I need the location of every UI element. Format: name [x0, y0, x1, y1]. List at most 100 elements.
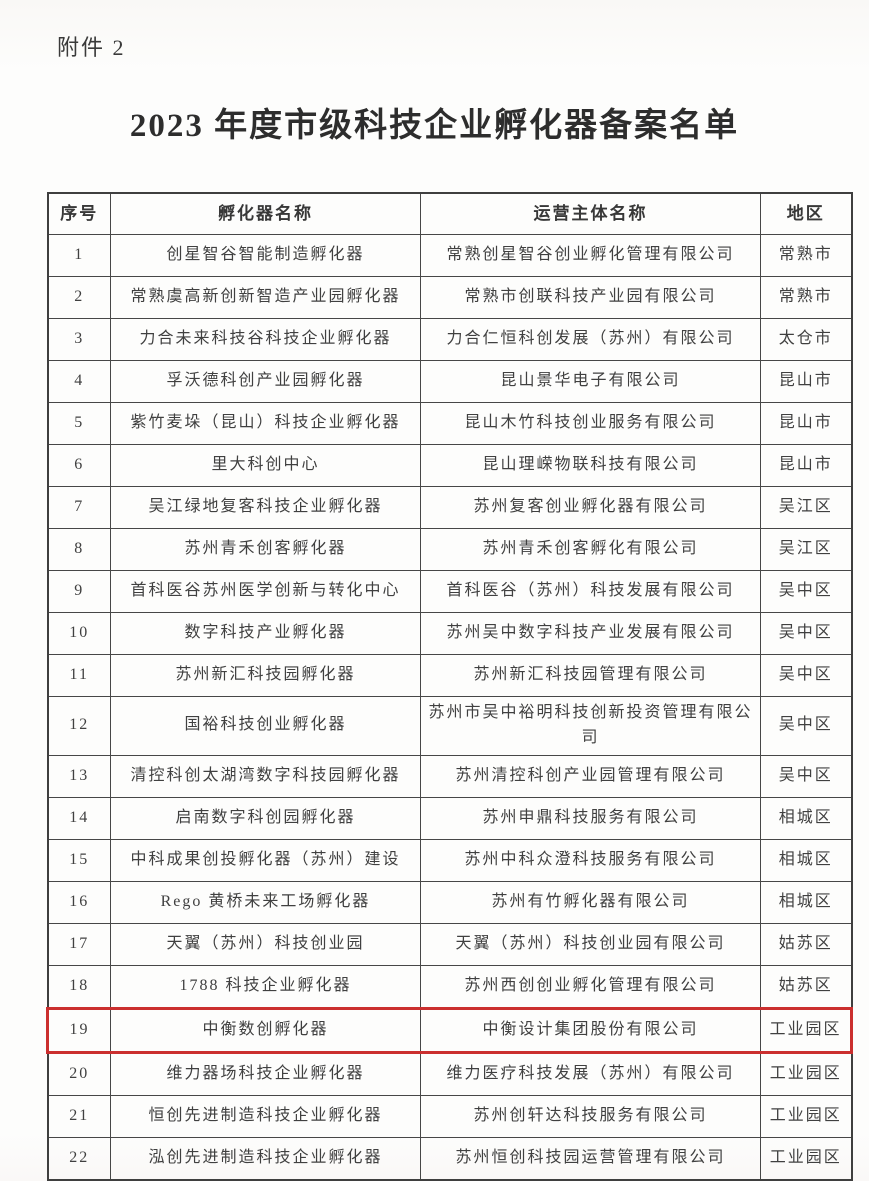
incubator-name-cell: 泓创先进制造科技企业孵化器	[110, 1136, 421, 1181]
operator-name-cell: 苏州中科众澄科技服务有限公司	[420, 838, 761, 882]
row-no-cell: 16	[47, 880, 111, 924]
region-cell: 吴中区	[760, 696, 852, 756]
incubator-name-cell: 维力器场科技企业孵化器	[110, 1051, 421, 1096]
highlighted-row: 19 中衡数创孵化器 中衡设计集团股份有限公司 工业园区	[46, 1006, 853, 1054]
table-row: 8 苏州青禾创客孵化器 苏州青禾创客孵化有限公司 吴江区	[47, 528, 852, 571]
table-row: 18 1788 科技企业孵化器 苏州西创创业孵化管理有限公司 姑苏区	[47, 964, 852, 1009]
table-row: 12 国裕科技创业孵化器 苏州市吴中裕明科技创新投资管理有限公司 吴中区	[47, 696, 852, 756]
attachment-label: 附件 2	[57, 35, 126, 60]
incubator-name-cell: 创星智谷智能制造孵化器	[110, 234, 421, 277]
row-no-cell: 4	[47, 360, 111, 403]
table-row: 15 中科成果创投孵化器（苏州）建设 苏州中科众澄科技服务有限公司 相城区	[47, 838, 852, 882]
incubator-name-cell: 中科成果创投孵化器（苏州）建设	[110, 838, 421, 882]
incubator-name-cell: 清控科创太湖湾数字科技园孵化器	[110, 754, 421, 798]
operator-name-cell: 苏州申鼎科技服务有限公司	[420, 796, 761, 840]
incubator-name-cell: 苏州新汇科技园孵化器	[110, 654, 421, 697]
operator-name-cell: 昆山木竹科技创业服务有限公司	[420, 402, 761, 445]
header-region: 地区	[760, 192, 852, 235]
table-row: 5 紫竹麦垛（昆山）科技企业孵化器 昆山木竹科技创业服务有限公司 昆山市	[47, 402, 852, 445]
incubator-name-cell: 吴江绿地复客科技企业孵化器	[110, 486, 421, 529]
row-no-cell: 19	[46, 1006, 111, 1054]
table-row: 1 创星智谷智能制造孵化器 常熟创星智谷创业孵化管理有限公司 常熟市	[47, 234, 852, 277]
table-row: 22 泓创先进制造科技企业孵化器 苏州恒创科技园运营管理有限公司 工业园区	[47, 1136, 852, 1181]
operator-name-cell: 苏州市吴中裕明科技创新投资管理有限公司	[420, 696, 761, 756]
header-operator: 运营主体名称	[420, 192, 761, 235]
region-cell: 吴中区	[760, 654, 852, 697]
incubator-name-cell: 常熟虞高新创新智造产业园孵化器	[110, 276, 421, 319]
incubator-table: 序号 孵化器名称 运营主体名称 地区 1 创星智谷智能制造孵化器 常熟创星智谷创…	[46, 192, 853, 1181]
operator-name-cell: 苏州创轩达科技服务有限公司	[420, 1094, 761, 1138]
operator-name-cell: 苏州恒创科技园运营管理有限公司	[420, 1136, 761, 1181]
region-cell: 工业园区	[760, 1094, 852, 1138]
region-cell: 相城区	[760, 838, 852, 882]
row-no-cell: 15	[47, 838, 111, 882]
operator-name-cell: 苏州西创创业孵化管理有限公司	[420, 964, 761, 1009]
incubator-name-cell: 孚沃德科创产业园孵化器	[110, 360, 421, 403]
table-row: 17 天翼（苏州）科技创业园 天翼（苏州）科技创业园有限公司 姑苏区	[47, 922, 852, 966]
row-no-cell: 11	[47, 654, 111, 697]
region-cell: 吴江区	[760, 528, 852, 571]
region-cell: 吴江区	[760, 486, 852, 529]
incubator-name-cell: 紫竹麦垛（昆山）科技企业孵化器	[110, 402, 421, 445]
incubator-name-cell: 1788 科技企业孵化器	[110, 964, 421, 1009]
table-row: 21 恒创先进制造科技企业孵化器 苏州创轩达科技服务有限公司 工业园区	[47, 1094, 852, 1138]
region-cell: 昆山市	[760, 444, 852, 487]
table-row: 9 首科医谷苏州医学创新与转化中心 首科医谷（苏州）科技发展有限公司 吴中区	[47, 570, 852, 613]
operator-name-cell: 苏州清控科创产业园管理有限公司	[420, 754, 761, 798]
row-no-cell: 9	[47, 570, 111, 613]
table-row: 16 Rego 黄桥未来工场孵化器 苏州有竹孵化器有限公司 相城区	[47, 880, 852, 924]
operator-name-cell: 昆山理嵘物联科技有限公司	[420, 444, 761, 487]
table-row: 13 清控科创太湖湾数字科技园孵化器 苏州清控科创产业园管理有限公司 吴中区	[47, 754, 852, 798]
row-no-cell: 5	[47, 402, 111, 445]
region-cell: 姑苏区	[760, 922, 852, 966]
row-no-cell: 17	[47, 922, 111, 966]
row-no-cell: 21	[47, 1094, 111, 1138]
table-row: 7 吴江绿地复客科技企业孵化器 苏州复客创业孵化器有限公司 吴江区	[47, 486, 852, 529]
row-no-cell: 2	[47, 276, 111, 319]
row-no-cell: 14	[47, 796, 111, 840]
table-row: 4 孚沃德科创产业园孵化器 昆山景华电子有限公司 昆山市	[47, 360, 852, 403]
incubator-name-cell: 天翼（苏州）科技创业园	[110, 922, 421, 966]
table-header-row: 序号 孵化器名称 运营主体名称 地区	[47, 192, 852, 235]
header-no: 序号	[47, 192, 111, 235]
table-row: 2 常熟虞高新创新智造产业园孵化器 常熟市创联科技产业园有限公司 常熟市	[47, 276, 852, 319]
table-row: 14 启南数字科创园孵化器 苏州申鼎科技服务有限公司 相城区	[47, 796, 852, 840]
region-cell: 姑苏区	[760, 964, 852, 1009]
region-cell: 吴中区	[760, 754, 852, 798]
region-cell: 工业园区	[760, 1006, 853, 1054]
table-row: 11 苏州新汇科技园孵化器 苏州新汇科技园管理有限公司 吴中区	[47, 654, 852, 697]
row-no-cell: 7	[47, 486, 111, 529]
region-cell: 相城区	[760, 796, 852, 840]
operator-name-cell: 中衡设计集团股份有限公司	[420, 1006, 761, 1054]
row-no-cell: 10	[47, 612, 111, 655]
table-row: 3 力合未来科技谷科技企业孵化器 力合仁恒科创发展（苏州）有限公司 太仓市	[47, 318, 852, 361]
incubator-name-cell: Rego 黄桥未来工场孵化器	[110, 880, 421, 924]
incubator-name-cell: 恒创先进制造科技企业孵化器	[110, 1094, 421, 1138]
table-header: 序号 孵化器名称 运营主体名称 地区	[47, 192, 852, 235]
operator-name-cell: 常熟市创联科技产业园有限公司	[420, 276, 761, 319]
region-cell: 工业园区	[760, 1051, 852, 1096]
region-cell: 吴中区	[760, 612, 852, 655]
region-cell: 相城区	[760, 880, 852, 924]
operator-name-cell: 苏州复客创业孵化器有限公司	[420, 486, 761, 529]
incubator-name-cell: 启南数字科创园孵化器	[110, 796, 421, 840]
region-cell: 昆山市	[760, 402, 852, 445]
row-no-cell: 1	[47, 234, 111, 277]
operator-name-cell: 昆山景华电子有限公司	[420, 360, 761, 403]
incubator-name-cell: 力合未来科技谷科技企业孵化器	[110, 318, 421, 361]
region-cell: 常熟市	[760, 276, 852, 319]
row-no-cell: 6	[47, 444, 111, 487]
operator-name-cell: 维力医疗科技发展（苏州）有限公司	[420, 1051, 761, 1096]
operator-name-cell: 苏州吴中数字科技产业发展有限公司	[420, 612, 761, 655]
table-row: 20 维力器场科技企业孵化器 维力医疗科技发展（苏州）有限公司 工业园区	[47, 1051, 852, 1096]
row-no-cell: 22	[47, 1136, 111, 1181]
table-body: 1 创星智谷智能制造孵化器 常熟创星智谷创业孵化管理有限公司 常熟市 2 常熟虞…	[46, 234, 853, 1181]
operator-name-cell: 苏州新汇科技园管理有限公司	[420, 654, 761, 697]
row-no-cell: 18	[47, 964, 111, 1009]
incubator-name-cell: 苏州青禾创客孵化器	[110, 528, 421, 571]
operator-name-cell: 首科医谷（苏州）科技发展有限公司	[420, 570, 761, 613]
region-cell: 太仓市	[760, 318, 852, 361]
row-no-cell: 8	[47, 528, 111, 571]
region-cell: 工业园区	[760, 1136, 852, 1181]
